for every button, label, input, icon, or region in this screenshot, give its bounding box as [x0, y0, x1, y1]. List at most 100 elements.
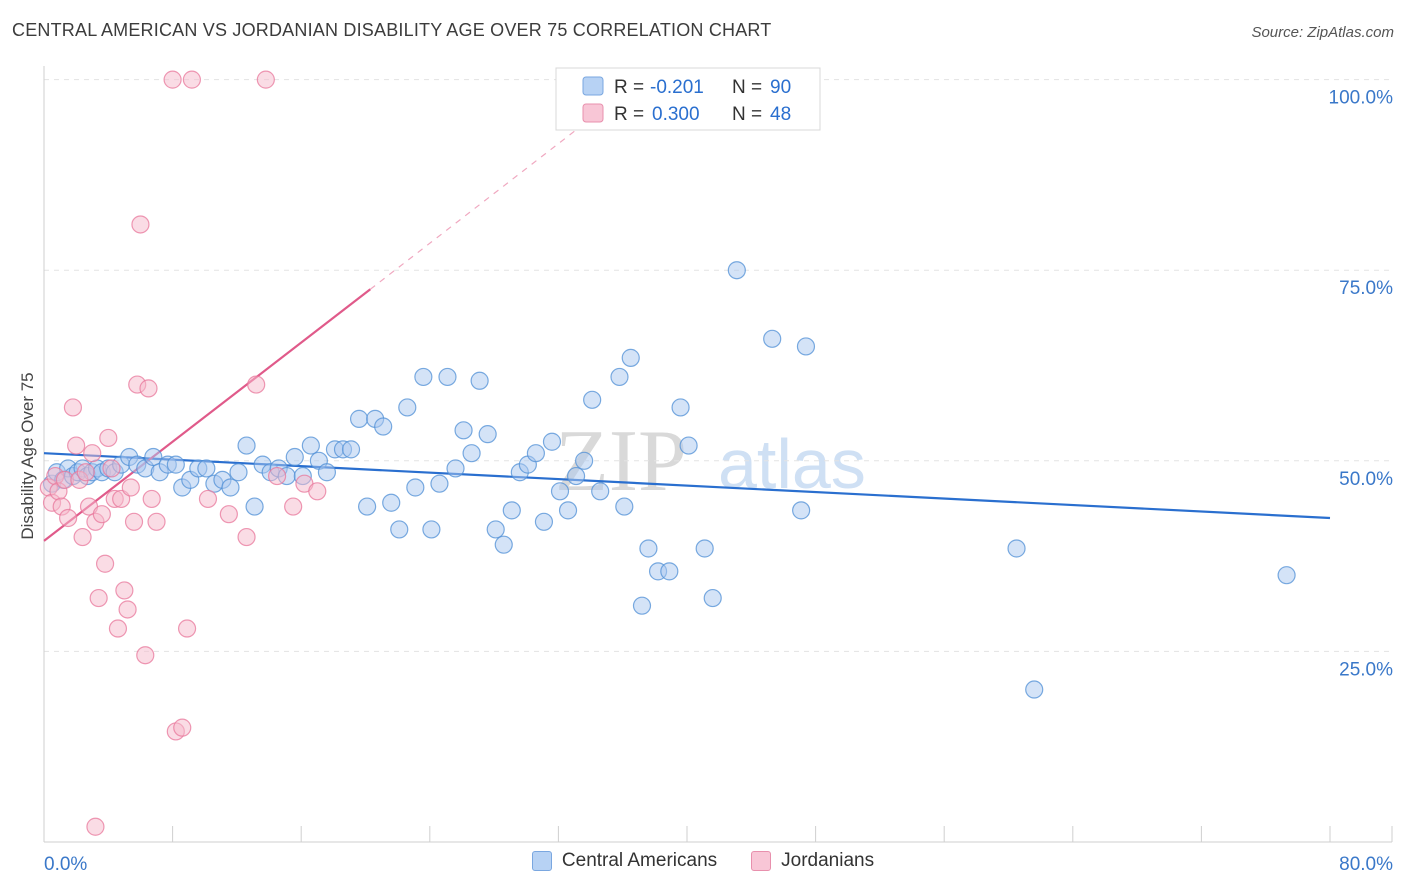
y-tick-label: 25.0%	[1339, 659, 1393, 680]
bottom-legend: Central Americans Jordanians	[0, 850, 1406, 872]
central-american-point	[144, 447, 163, 467]
central-american-point	[341, 440, 361, 459]
central-american-point	[796, 337, 816, 356]
central-american-point	[621, 348, 640, 367]
jordanian-point	[237, 527, 256, 547]
jordanian-point	[59, 508, 78, 528]
jordanian-point	[173, 718, 192, 737]
jordanian-point	[247, 375, 266, 394]
central-american-point	[542, 432, 562, 451]
y-tick-label: 75.0%	[1339, 278, 1393, 299]
central-american-point	[1025, 680, 1044, 699]
legend-r-value-blue: -0.201	[650, 77, 704, 98]
central-american-point	[558, 501, 578, 520]
legend-item-central-americans: Central Americans	[531, 850, 717, 872]
jordanians-trend-extension	[369, 105, 607, 290]
central-american-point	[462, 444, 481, 463]
axes: 25.0% 50.0% 75.0% 100.0% 0.0% 80.0%	[43, 66, 1393, 875]
legend-r-label-blue: R =	[614, 77, 644, 98]
jordanians-label: Jordanians	[781, 850, 875, 871]
jordanian-point	[63, 398, 83, 417]
legend-n-value-pink: 48	[770, 104, 791, 125]
legend-swatch-pink	[582, 103, 604, 123]
central-american-point	[406, 478, 425, 497]
central-american-point	[446, 459, 465, 478]
gridlines	[44, 79, 1392, 652]
y-tick-label: 50.0%	[1339, 469, 1393, 490]
x-tick-label: 0.0%	[44, 854, 87, 875]
jordanian-point	[142, 489, 161, 509]
central-american-point	[660, 562, 679, 581]
central-american-point	[317, 463, 337, 482]
y-axis-label: Disability Age Over 75	[18, 372, 37, 539]
jordanian-point	[118, 600, 137, 619]
central-american-point	[792, 501, 811, 520]
jordanian-point	[136, 646, 155, 665]
central-american-point	[478, 425, 497, 444]
chart-title: CENTRAL AMERICAN VS JORDANIAN DISABILITY…	[12, 20, 772, 40]
central-americans-swatch	[531, 851, 552, 871]
watermark-zip: ZIP	[555, 413, 687, 510]
jordanian-point	[92, 505, 111, 524]
central-american-point	[237, 436, 256, 455]
jordanian-point	[198, 489, 218, 509]
central-american-point	[591, 482, 610, 501]
jordanian-point	[131, 215, 150, 234]
jordanian-point	[76, 463, 95, 482]
stats-legend: R = -0.201 N = 90 R = 0.300 N = 48	[555, 67, 821, 131]
jordanian-point	[67, 436, 86, 455]
legend-r-label-pink: R =	[614, 104, 644, 125]
central-american-point	[454, 421, 473, 440]
central-american-point	[285, 447, 304, 467]
central-american-point	[166, 455, 185, 474]
central-american-point	[374, 417, 393, 436]
jordanian-point	[284, 497, 303, 516]
jordanian-point	[124, 512, 144, 531]
jordanian-point	[115, 581, 134, 600]
jordanian-point	[99, 428, 118, 448]
central-american-point	[703, 588, 722, 608]
jordanian-point	[73, 527, 92, 547]
jordanian-point	[267, 466, 287, 486]
jordanians-swatch	[751, 851, 772, 871]
central-american-point	[583, 390, 602, 409]
central-american-point	[470, 371, 489, 390]
central-american-point	[610, 367, 629, 387]
legend-n-label-blue: N =	[732, 77, 762, 98]
central-american-point	[390, 520, 409, 539]
central-american-point	[695, 539, 714, 558]
legend-r-value-pink: 0.300	[652, 104, 700, 125]
central-american-point	[349, 409, 369, 428]
jordanian-point	[182, 70, 201, 89]
data-points	[39, 70, 1296, 836]
central-american-point	[632, 596, 652, 615]
source-credit: Source: ZipAtlas.com	[1251, 24, 1394, 41]
central-american-point	[422, 520, 441, 539]
jordanian-point	[83, 444, 102, 463]
jordanian-point	[102, 459, 121, 478]
jordanian-point	[177, 619, 197, 638]
central-american-point	[245, 497, 264, 516]
central-american-point	[1277, 566, 1296, 585]
central-american-point	[438, 367, 457, 387]
central-american-point	[727, 261, 746, 280]
jordanian-point	[163, 70, 182, 89]
jordanian-point	[139, 379, 158, 398]
jordanians-trend-line	[43, 288, 371, 542]
jordanian-point	[89, 588, 108, 608]
central-american-point	[566, 466, 586, 486]
central-american-point	[358, 497, 377, 516]
legend-item-jordanians: Jordanians	[751, 850, 874, 872]
central-american-point	[534, 512, 554, 531]
central-american-point	[197, 459, 216, 478]
central-american-point	[639, 539, 658, 558]
central-american-point	[229, 463, 248, 482]
central-american-point	[763, 329, 782, 348]
central-american-point	[221, 478, 240, 497]
legend-swatch-blue	[582, 76, 604, 96]
x-tick-label: 80.0%	[1339, 854, 1393, 875]
legend-n-value-blue: 90	[770, 77, 791, 98]
central-american-point	[550, 482, 570, 501]
central-american-point	[301, 436, 320, 455]
